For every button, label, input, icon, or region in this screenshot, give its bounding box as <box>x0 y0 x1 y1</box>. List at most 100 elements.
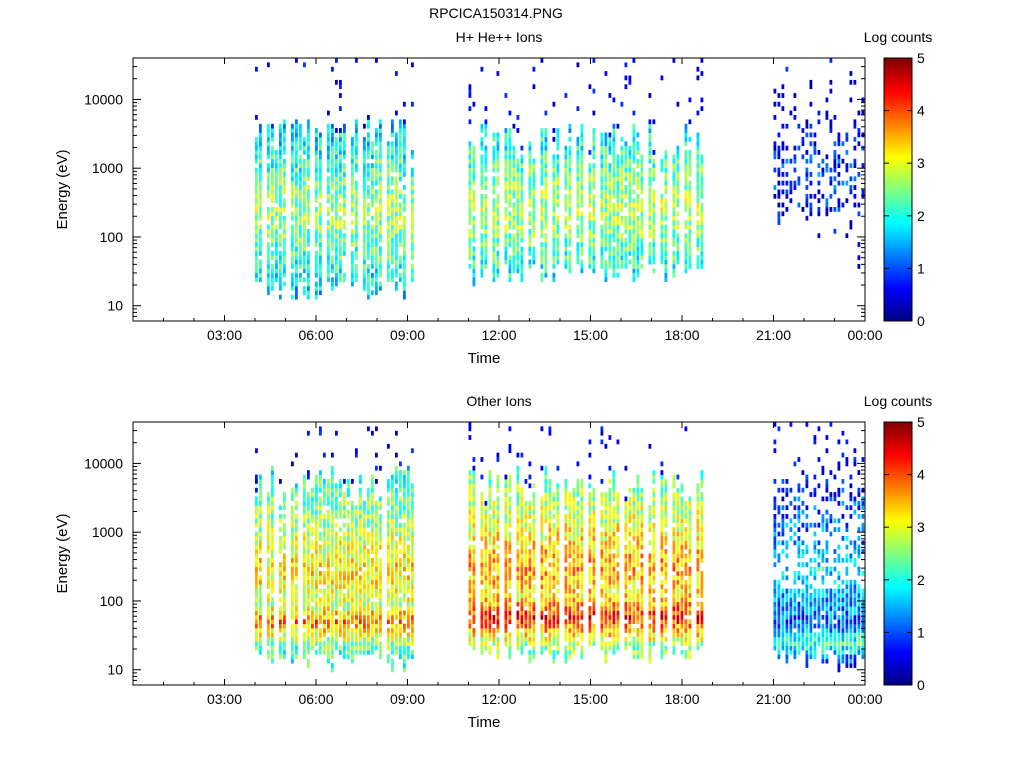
spectrogram-cell <box>648 228 652 234</box>
spectrogram-cell <box>403 492 406 497</box>
spectrogram-cell <box>363 246 366 252</box>
spectrogram-cell <box>327 509 330 515</box>
spectrogram-cell <box>636 202 640 208</box>
spectrogram-cell <box>387 237 390 243</box>
spectrogram-cell <box>572 566 576 572</box>
spectrogram-cell <box>387 645 390 651</box>
spectrogram-cell <box>472 470 476 475</box>
spectrogram-cell <box>331 66 334 72</box>
spectrogram-cell <box>648 242 652 247</box>
spectrogram-cell <box>652 172 656 177</box>
spectrogram-cell <box>580 132 584 138</box>
spectrogram-cell <box>592 233 596 239</box>
spectrogram-cell <box>568 233 572 239</box>
spectrogram-cell <box>496 641 500 646</box>
spectrogram-cell <box>403 562 406 568</box>
spectrogram-cell <box>556 601 560 607</box>
spectrogram-cell <box>315 242 318 247</box>
spectrogram-cell <box>508 522 512 528</box>
spectrogram-cell <box>335 487 338 493</box>
spectrogram-cell <box>508 474 512 480</box>
spectrogram-cell <box>488 566 492 572</box>
spectrogram-cell <box>363 531 366 537</box>
spectrogram-cell <box>620 202 624 208</box>
spectrogram-cell <box>468 228 472 234</box>
spectrogram-cell <box>520 518 524 524</box>
spectrogram-cell <box>379 207 382 212</box>
spectrogram-cell <box>339 544 342 550</box>
spectrogram-cell <box>556 202 560 208</box>
spectrogram-cell <box>472 527 476 532</box>
spectrogram-cell <box>684 128 688 133</box>
spectrogram-cell <box>407 522 410 528</box>
spectrogram-cell <box>664 237 668 243</box>
spectrogram-cell <box>267 601 270 607</box>
colorbar-swatch <box>884 102 912 106</box>
spectrogram-cell <box>532 176 536 182</box>
spectrogram-cell <box>279 176 282 182</box>
spectrogram-cell <box>592 193 596 199</box>
spectrogram-cell <box>311 597 314 603</box>
spectrogram-cell <box>492 628 496 633</box>
spectrogram-cell <box>632 176 636 182</box>
colorbar-swatch <box>884 144 912 148</box>
spectrogram-cell <box>331 527 334 532</box>
spectrogram-cell <box>327 264 330 269</box>
spectrogram-cell <box>604 150 608 155</box>
spectrogram-cell <box>343 246 346 252</box>
spectrogram-cell <box>295 505 298 511</box>
spectrogram-cell <box>548 593 552 598</box>
spectrogram-cell <box>552 189 556 195</box>
spectrogram-cell <box>504 145 508 151</box>
spectrogram-cell <box>355 215 358 221</box>
spectrogram-cell <box>520 277 524 282</box>
spectrogram-cell <box>255 255 258 261</box>
spectrogram-cell <box>516 176 520 182</box>
spectrogram-cell <box>379 531 382 537</box>
spectrogram-cell <box>379 180 382 186</box>
spectrogram-cell <box>592 110 596 116</box>
spectrogram-cell <box>335 272 338 278</box>
spectrogram-cell <box>608 259 612 265</box>
spectrogram-cell <box>636 246 640 252</box>
colorbar-tick-label: 2 <box>917 208 925 224</box>
spectrogram-cell <box>331 474 334 480</box>
spectrogram-cell <box>379 167 382 173</box>
spectrogram-cell <box>275 242 278 247</box>
spectrogram-cell <box>480 272 484 278</box>
spectrogram-cell <box>809 211 813 217</box>
spectrogram-cell <box>548 549 552 554</box>
spectrogram-cell <box>331 470 334 475</box>
spectrogram-cell <box>472 474 476 480</box>
spectrogram-cell <box>283 636 286 642</box>
spectrogram-cell <box>339 193 342 199</box>
spectrogram-cell <box>351 601 354 607</box>
spectrogram-cell <box>540 518 544 524</box>
spectrogram-cell <box>275 277 278 282</box>
spectrogram-cell <box>648 250 652 256</box>
spectrogram-cell <box>548 430 552 436</box>
spectrogram-cell <box>391 658 394 664</box>
spectrogram-cell <box>335 141 338 147</box>
spectrogram-cell <box>303 150 306 155</box>
spectrogram-cell <box>508 277 512 282</box>
spectrogram-cell <box>496 522 500 528</box>
spectrogram-cell <box>797 176 801 182</box>
spectrogram-cell <box>399 557 402 563</box>
spectrogram-cell <box>407 553 410 559</box>
spectrogram-cell <box>391 123 394 129</box>
spectrogram-cell <box>323 514 326 519</box>
spectrogram-cell <box>572 632 576 638</box>
spectrogram-cell <box>632 242 636 247</box>
spectrogram-cell <box>291 610 294 616</box>
spectrogram-cell <box>504 487 508 493</box>
spectrogram-cell <box>664 154 668 160</box>
colorbar-swatch <box>884 68 912 72</box>
spectrogram-cell <box>616 198 620 204</box>
spectrogram-cell <box>399 614 402 620</box>
spectrogram-cell <box>307 176 310 182</box>
spectrogram-cell <box>688 154 692 160</box>
spectrogram-cell <box>508 601 512 607</box>
spectrogram-cell <box>283 128 286 133</box>
colorbar-swatch <box>884 228 912 233</box>
